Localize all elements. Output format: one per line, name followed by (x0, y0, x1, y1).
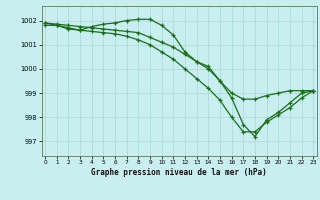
X-axis label: Graphe pression niveau de la mer (hPa): Graphe pression niveau de la mer (hPa) (91, 168, 267, 177)
